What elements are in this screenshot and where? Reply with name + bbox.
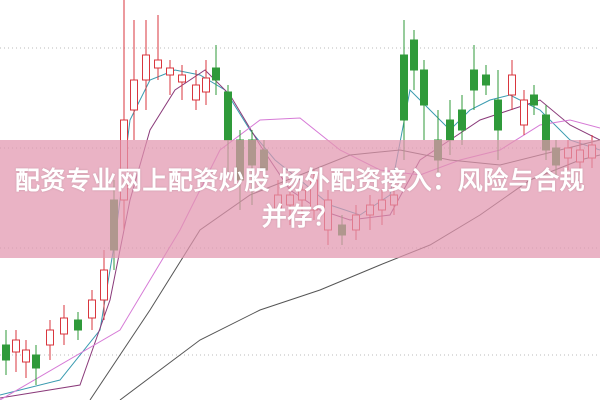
candle-body bbox=[154, 59, 162, 69]
candle-body bbox=[130, 79, 138, 111]
candle-body bbox=[166, 67, 174, 76]
candle-body bbox=[530, 94, 538, 106]
candle-body bbox=[142, 54, 150, 81]
title-banner: 配资专业网上配资炒股 场外配资接入：风险与合规并存？ bbox=[0, 140, 600, 258]
candle-body bbox=[60, 317, 68, 335]
candle-body bbox=[482, 74, 490, 86]
candle-body bbox=[446, 119, 454, 141]
candle-body bbox=[420, 69, 428, 106]
candle-body bbox=[224, 91, 232, 141]
candle-body bbox=[32, 354, 40, 369]
candle-body bbox=[470, 69, 478, 91]
candle-body bbox=[178, 74, 186, 83]
candle-body bbox=[212, 67, 220, 81]
candle-body bbox=[494, 99, 502, 131]
candle-body bbox=[202, 77, 210, 93]
candle-body bbox=[520, 99, 528, 126]
candle-body bbox=[88, 299, 96, 319]
candle-body bbox=[74, 319, 82, 331]
candle-body bbox=[410, 39, 418, 71]
candle-body bbox=[46, 329, 54, 346]
candle-body bbox=[2, 344, 10, 361]
candle-body bbox=[508, 74, 516, 96]
candle-body bbox=[400, 54, 408, 121]
candle-body bbox=[458, 109, 466, 131]
candle-body bbox=[22, 349, 30, 363]
candle-body bbox=[100, 269, 108, 301]
candle-body bbox=[192, 84, 200, 101]
article-title: 配资专业网上配资炒股 场外配资接入：风险与合规并存？ bbox=[14, 166, 586, 231]
candle-body bbox=[12, 339, 20, 353]
